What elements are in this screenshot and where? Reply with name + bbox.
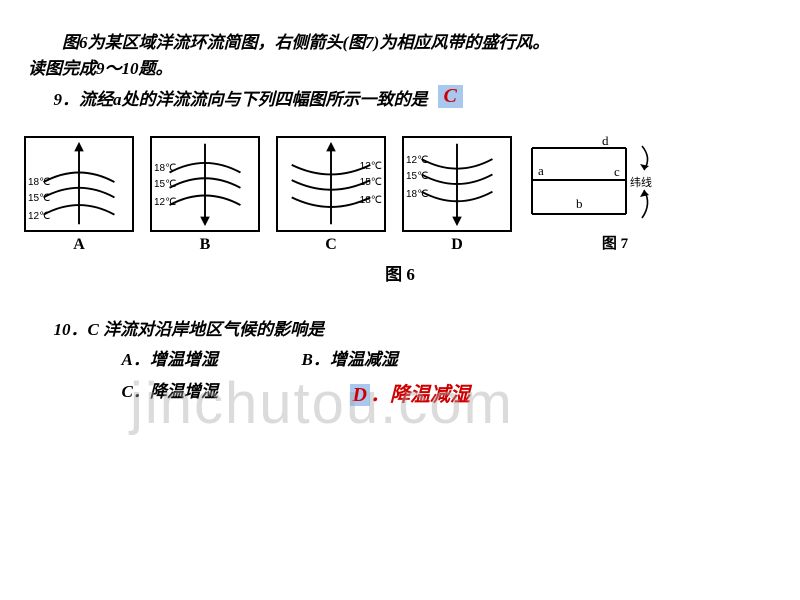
question-9: 9．流经a处的洋流流向与下列四幅图所示一致的是 C	[28, 85, 772, 110]
panel-A-letter: A	[73, 236, 85, 254]
svg-text:b: b	[576, 196, 583, 211]
fig7-wrap: d a c b 纬线 图 7	[526, 134, 656, 253]
svg-text:c: c	[614, 164, 620, 179]
panel-D-t2: 15℃	[406, 172, 428, 182]
question-10: 10．C 洋流对沿岸地区气候的影响是	[28, 315, 772, 340]
svg-text:d: d	[602, 134, 609, 148]
panel-C-letter: C	[325, 236, 337, 254]
q10-optA: A．增温增湿	[122, 344, 302, 376]
panel-A: 18℃ 15℃ 12℃	[24, 136, 134, 232]
q10-options: A．增温增湿 B．增温减湿 C．降温增湿 D．降温减湿	[28, 344, 772, 414]
q10-optC: C．降温增湿	[122, 376, 302, 414]
panel-A-t1: 18℃	[28, 178, 50, 188]
panel-B-wrap: 18℃ 15℃ 12℃ B	[150, 136, 260, 254]
fig6-caption: 图 6	[28, 260, 772, 285]
panel-D-t3: 18℃	[406, 190, 428, 200]
panel-D: 12℃ 15℃ 18℃	[402, 136, 512, 232]
intro-line1: 图6为某区域洋流环流简图，右侧箭头(图7)为相应风带的盛行风。	[28, 30, 772, 56]
figure-row: 18℃ 15℃ 12℃ A 18℃ 15℃ 12℃ B	[24, 136, 772, 254]
q9-text: 9．流经a处的洋流流向与下列四幅图所示一致的是	[28, 85, 428, 110]
q9-answer: C	[438, 85, 463, 108]
intro-line2: 读图完成9～10题。	[28, 56, 772, 82]
panel-C-wrap: 12℃ 15℃ 18℃ C	[276, 136, 386, 254]
panel-B-t3: 12℃	[154, 198, 176, 208]
panel-D-wrap: 12℃ 15℃ 18℃ D	[402, 136, 512, 254]
panel-A-t3: 12℃	[28, 212, 50, 222]
svg-text:纬线: 纬线	[630, 175, 652, 189]
svg-text:a: a	[538, 163, 544, 178]
fig7-caption: 图 7	[602, 232, 628, 253]
panel-B: 18℃ 15℃ 12℃	[150, 136, 260, 232]
panel-C-t1: 12℃	[360, 162, 382, 172]
panel-A-wrap: 18℃ 15℃ 12℃ A	[24, 136, 134, 254]
panel-C: 12℃ 15℃ 18℃	[276, 136, 386, 232]
panel-B-t1: 18℃	[154, 164, 176, 174]
panel-D-t1: 12℃	[406, 156, 428, 166]
panel-C-t3: 18℃	[360, 196, 382, 206]
q10-answer: D．降温减湿	[350, 376, 470, 414]
panel-D-letter: D	[451, 236, 463, 254]
panel-B-t2: 15℃	[154, 180, 176, 190]
q10-optB: B．增温减湿	[302, 344, 398, 376]
fig7: d a c b 纬线	[526, 134, 656, 228]
panel-C-t2: 15℃	[360, 178, 382, 188]
panel-B-letter: B	[200, 236, 211, 254]
panel-A-t2: 15℃	[28, 194, 50, 204]
